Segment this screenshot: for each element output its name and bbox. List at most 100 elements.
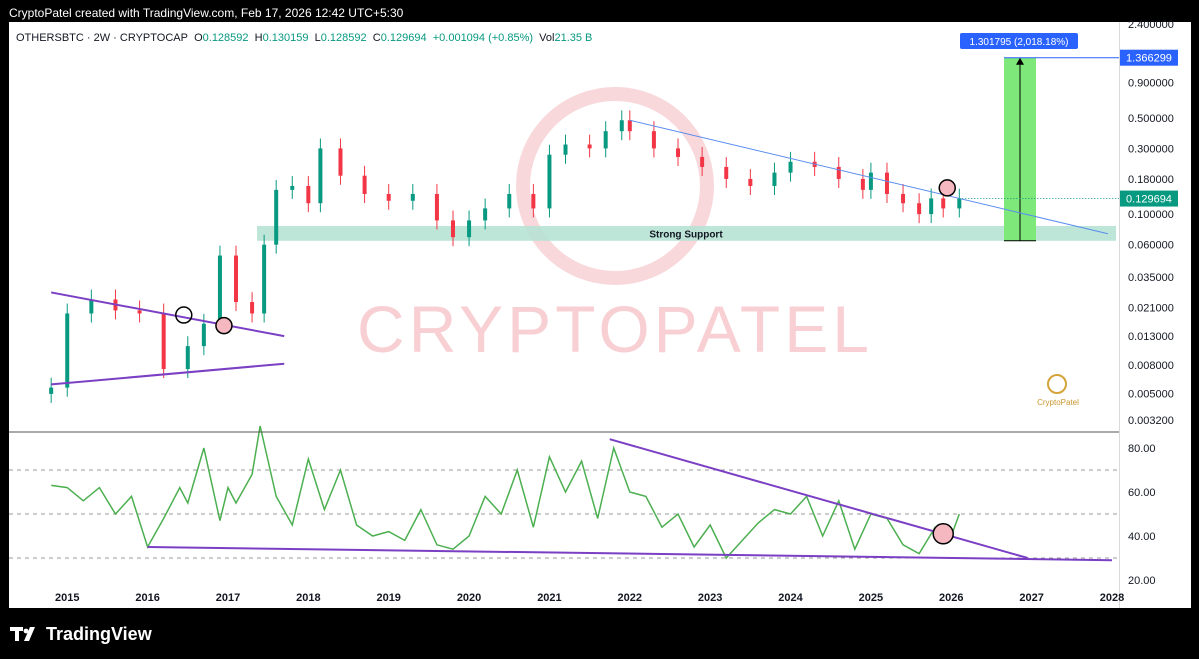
time-tick-label: 2026 <box>939 592 963 604</box>
time-tick-label: 2018 <box>296 592 320 604</box>
candle-body <box>547 154 552 209</box>
price-tick-label: 0.900000 <box>1128 78 1174 90</box>
trendline-lower-wedge[interactable] <box>51 362 285 386</box>
price-tick-label: 0.180000 <box>1128 174 1174 186</box>
rsi-breakout-marker <box>932 523 954 545</box>
trendline-upper-wedge[interactable] <box>50 291 285 338</box>
candle-body <box>724 166 729 179</box>
candle-body <box>651 131 656 149</box>
time-tick-label: 2016 <box>135 592 159 604</box>
candle-body <box>929 198 934 215</box>
tradingview-logo-icon <box>10 626 35 641</box>
candle-body <box>49 387 54 394</box>
candle-body <box>318 148 323 204</box>
price-tick-label: 0.500000 <box>1128 113 1174 125</box>
watermark-ring <box>516 87 714 285</box>
resistance-touch-marker <box>938 179 956 197</box>
candle-body <box>917 203 922 215</box>
price-tick-label: 0.021000 <box>1128 302 1174 314</box>
price-tick-label: 0.008000 <box>1128 360 1174 372</box>
price-tick-label: 2.400000 <box>1128 19 1174 31</box>
price-tick-label: 0.035000 <box>1128 272 1174 284</box>
chart-panel[interactable] <box>9 22 1119 608</box>
candle-body <box>700 156 705 167</box>
price-axis[interactable] <box>1119 22 1191 608</box>
change-value: +0.001094 (+0.85%) <box>432 32 534 44</box>
candle-body <box>410 193 415 201</box>
candle-body <box>290 185 295 190</box>
candle-body <box>836 166 841 179</box>
candle-body <box>274 189 279 245</box>
low-value: 0.128592 <box>320 32 367 44</box>
time-tick-label: 2022 <box>618 592 642 604</box>
candle-body <box>306 185 311 204</box>
candle-body <box>185 346 190 370</box>
candle-body <box>531 193 536 209</box>
rsi-trendline-rsi-resistance[interactable] <box>609 438 1028 559</box>
trendline-resistance[interactable] <box>629 119 1109 235</box>
close-label: C <box>372 32 381 44</box>
candle-body <box>450 220 455 238</box>
time-tick-label: 2015 <box>55 592 79 604</box>
candle-body <box>884 172 889 194</box>
candle-body <box>386 193 391 201</box>
time-tick-label: 2021 <box>537 592 561 604</box>
candle-body <box>860 178 865 190</box>
close-value: 0.129694 <box>380 32 427 44</box>
retest-marker <box>215 316 233 335</box>
candle-body <box>772 172 777 186</box>
candle-body <box>234 255 239 303</box>
price-tick-label: 0.060000 <box>1128 240 1174 252</box>
price-tick-label: 0.003200 <box>1128 415 1174 427</box>
symbol-label: OTHERSBTC · 2W · CRYPTOCAP <box>16 32 188 44</box>
candle-body <box>434 193 439 221</box>
candle-body <box>161 313 166 370</box>
rsi-line[interactable] <box>51 425 961 560</box>
ohlc-legend: OTHERSBTC · 2W · CRYPTOCAP O0.128592 H0.… <box>16 32 592 44</box>
candle-body <box>901 193 906 204</box>
candle-body <box>201 323 206 347</box>
support-zone[interactable] <box>257 225 1116 241</box>
brand-name: TradingView <box>46 624 152 644</box>
time-tick-label: 2020 <box>457 592 481 604</box>
open-value: 0.128592 <box>202 32 249 44</box>
target-arrowhead <box>1016 57 1024 65</box>
candle-body <box>748 178 753 186</box>
watermark-text: CRYPTOPATEL <box>357 292 873 366</box>
time-tick-label: 2017 <box>216 592 240 604</box>
candle-body <box>619 120 624 132</box>
high-value: 0.130159 <box>262 32 309 44</box>
cryptopatel-logo-icon <box>1047 374 1067 394</box>
tradingview-logo[interactable]: TradingView <box>10 624 152 645</box>
time-tick-label: 2019 <box>376 592 400 604</box>
open-label: O <box>194 32 203 44</box>
candle-body <box>957 198 962 209</box>
rsi-trendline-rsi-support[interactable] <box>147 546 1113 562</box>
candle-body <box>563 144 568 155</box>
high-label: H <box>254 32 263 44</box>
target-gain-text: 1.301795 (2,018.18%) <box>970 37 1069 48</box>
candle-body <box>250 302 255 314</box>
candle-body <box>868 172 873 190</box>
vol-value: 21.35 B <box>554 32 593 44</box>
candle-body <box>362 175 367 194</box>
target-price-tag <box>1120 49 1178 66</box>
price-tick-label: 0.013000 <box>1128 331 1174 343</box>
time-tick-label: 2025 <box>859 592 883 604</box>
time-tick-label: 2023 <box>698 592 722 604</box>
time-tick-label: 2028 <box>1100 592 1124 604</box>
chart-credit: CryptoPatel created with TradingView.com… <box>9 6 404 20</box>
rsi-tick-label: 60.00 <box>1128 487 1156 499</box>
candle-body <box>507 193 512 209</box>
target-price-text: 1.366299 <box>1126 53 1172 65</box>
candle-body <box>262 244 267 314</box>
candle-body <box>217 255 222 324</box>
rsi-tick-label: 80.00 <box>1128 443 1156 455</box>
breakout-marker <box>175 306 193 324</box>
last-price-text: 0.129694 <box>1126 194 1172 206</box>
candle-body <box>788 161 793 173</box>
price-tick-label: 0.005000 <box>1128 388 1174 400</box>
candle-body <box>941 198 946 209</box>
cryptopatel-logo-text: CryptoPatel <box>1037 398 1079 407</box>
